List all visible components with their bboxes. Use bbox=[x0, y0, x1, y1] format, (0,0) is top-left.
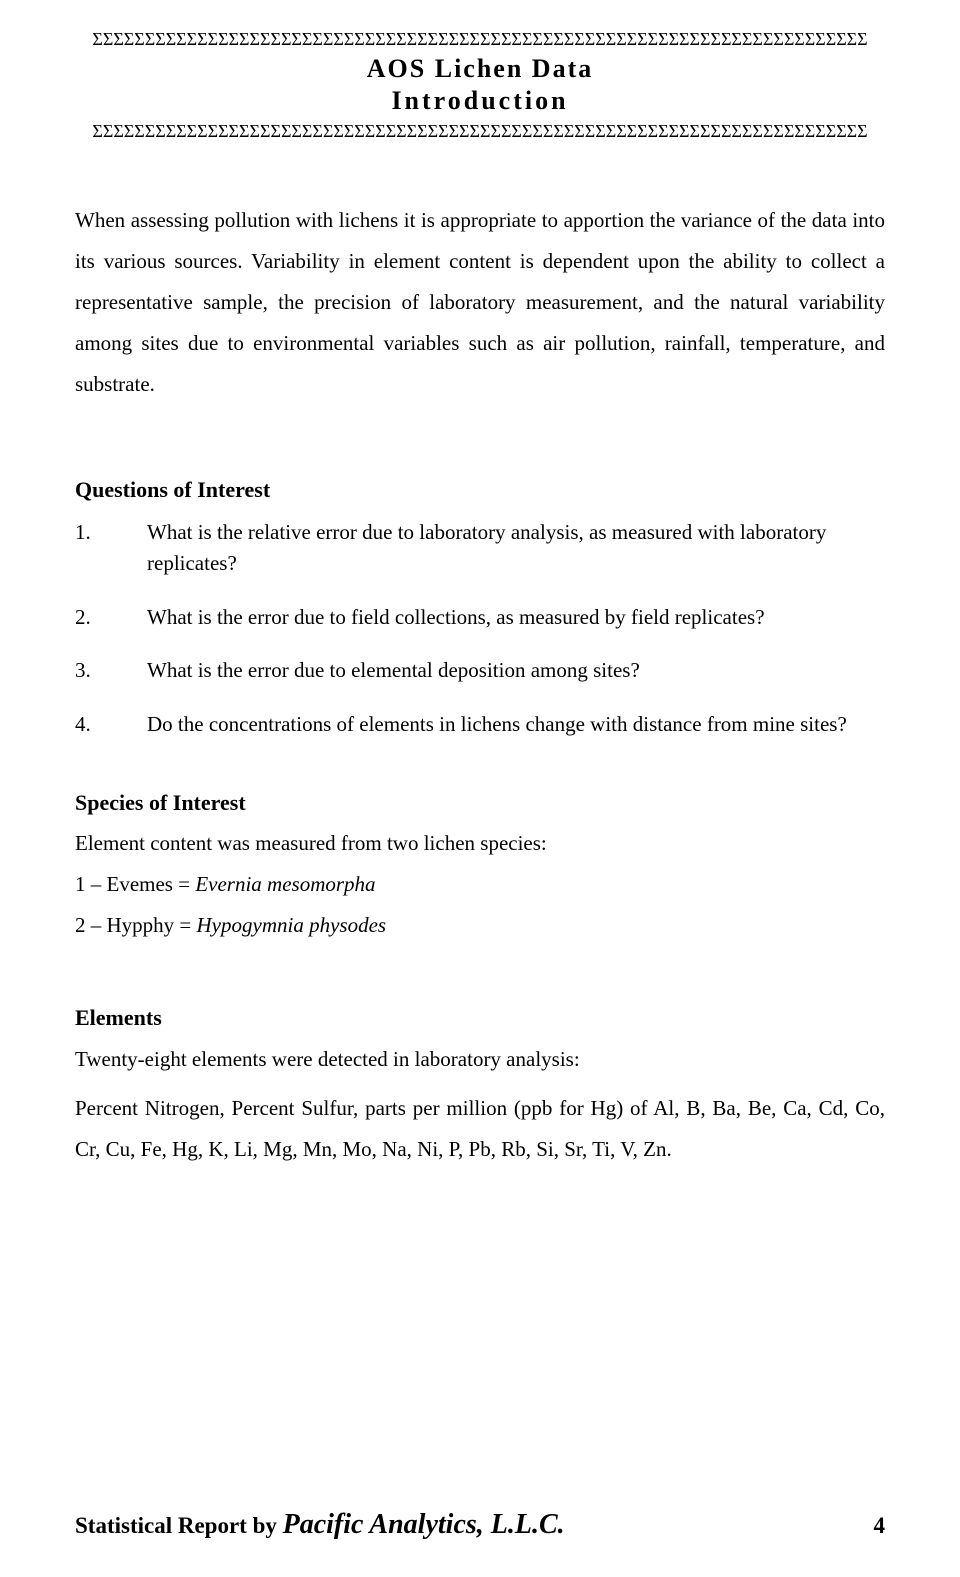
sigma-top-border: ΣΣΣΣΣΣΣΣΣΣΣΣΣΣΣΣΣΣΣΣΣΣΣΣΣΣΣΣΣΣΣΣΣΣΣΣΣΣΣΣ… bbox=[75, 30, 885, 48]
page-footer: Statistical Report by Pacific Analytics,… bbox=[75, 1509, 885, 1541]
list-item: 2. What is the error due to field collec… bbox=[75, 602, 885, 634]
list-item: 4. Do the concentrations of elements in … bbox=[75, 709, 885, 741]
item-text: Do the concentrations of elements in lic… bbox=[147, 709, 885, 741]
species-heading: Species of Interest bbox=[75, 790, 885, 816]
species-prefix: 2 – Hypphy = bbox=[75, 913, 197, 937]
item-number: 4. bbox=[75, 709, 147, 741]
elements-list: Percent Nitrogen, Percent Sulfur, parts … bbox=[75, 1088, 885, 1170]
page-number: 4 bbox=[874, 1513, 886, 1539]
footer-company: Pacific Analytics, L.L.C. bbox=[283, 1509, 565, 1540]
footer-label: Statistical Report by bbox=[75, 1513, 283, 1538]
sigma-bottom-border: ΣΣΣΣΣΣΣΣΣΣΣΣΣΣΣΣΣΣΣΣΣΣΣΣΣΣΣΣΣΣΣΣΣΣΣΣΣΣΣΣ… bbox=[75, 122, 885, 140]
intro-paragraph: When assessing pollution with lichens it… bbox=[75, 200, 885, 405]
list-item: 3. What is the error due to elemental de… bbox=[75, 655, 885, 687]
elements-intro: Twenty-eight elements were detected in l… bbox=[75, 1039, 885, 1080]
elements-heading: Elements bbox=[75, 1005, 885, 1031]
questions-list: 1. What is the relative error due to lab… bbox=[75, 517, 885, 741]
item-text: What is the relative error due to labora… bbox=[147, 517, 885, 580]
species-item-1: 1 – Evemes = Evernia mesomorpha bbox=[75, 865, 885, 904]
footer-text: Statistical Report by Pacific Analytics,… bbox=[75, 1509, 565, 1541]
item-text: What is the error due to field collectio… bbox=[147, 602, 885, 634]
species-latin: Evernia mesomorpha bbox=[195, 872, 375, 896]
page-subtitle: Introduction bbox=[75, 86, 885, 116]
item-text: What is the error due to elemental depos… bbox=[147, 655, 885, 687]
item-number: 3. bbox=[75, 655, 147, 687]
questions-heading: Questions of Interest bbox=[75, 477, 885, 503]
item-number: 2. bbox=[75, 602, 147, 634]
page-title: AOS Lichen Data bbox=[75, 54, 885, 84]
item-number: 1. bbox=[75, 517, 147, 580]
species-intro: Element content was measured from two li… bbox=[75, 824, 885, 863]
species-prefix: 1 – Evemes = bbox=[75, 872, 195, 896]
species-item-2: 2 – Hypphy = Hypogymnia physodes bbox=[75, 906, 885, 945]
species-latin: Hypogymnia physodes bbox=[197, 913, 387, 937]
list-item: 1. What is the relative error due to lab… bbox=[75, 517, 885, 580]
